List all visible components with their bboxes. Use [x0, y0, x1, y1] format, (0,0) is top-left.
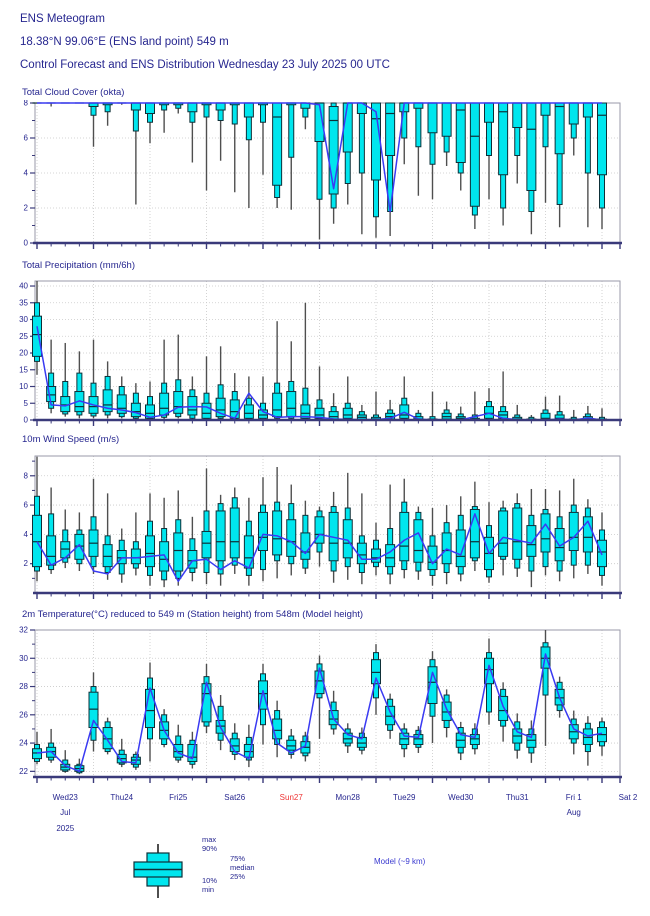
svg-text:6: 6 [24, 134, 29, 143]
svg-text:Sun27: Sun27 [280, 793, 304, 802]
svg-text:Wed23: Wed23 [53, 793, 79, 802]
svg-text:8: 8 [24, 471, 29, 480]
svg-text:Wed30: Wed30 [448, 793, 474, 802]
whiskers [36, 281, 603, 420]
svg-text:0: 0 [24, 239, 29, 248]
svg-text:8: 8 [24, 100, 29, 108]
x-axis-date-strip: Wed23 Thu24 Fri25 Sat26 Sun27 Mon28 Tue29 Wed30… [53, 793, 638, 833]
svg-text:25: 25 [19, 332, 28, 341]
svg-text:Sat 2: Sat 2 [619, 793, 638, 802]
svg-text:28: 28 [19, 682, 28, 691]
svg-text:30: 30 [19, 315, 28, 324]
svg-text:4: 4 [24, 169, 29, 178]
svg-text:26: 26 [19, 710, 28, 719]
svg-text:6: 6 [24, 501, 29, 510]
plot-area: 0 2 4 6 8 [24, 100, 622, 249]
svg-text:Mon28: Mon28 [336, 793, 361, 802]
forecast-line: Control Forecast and ENS Distribution We… [20, 59, 390, 71]
legend-10pct-label: 10% [202, 876, 218, 885]
svg-text:20: 20 [19, 349, 28, 358]
control-forecast-line [36, 326, 603, 421]
temperature-title: 2m Temperature(°C) reduced to 549 m (Sta… [22, 609, 364, 620]
wind-speed-title: 10m Wind Speed (m/s) [22, 434, 120, 445]
svg-text:0: 0 [24, 416, 29, 425]
box-plots [32, 102, 607, 218]
svg-text:Thu31: Thu31 [506, 793, 529, 802]
legend-min-label: min [202, 885, 215, 894]
svg-text:10: 10 [19, 382, 28, 391]
control-forecast-line [36, 513, 603, 583]
temperature-chart: 22 24 26 28 30 32 [19, 626, 622, 783]
svg-text:2: 2 [24, 559, 29, 568]
day-labels: Wed23 Thu24 Fri25 Sat26 Sun27 Mon28 Tue29 Wed30… [53, 793, 638, 802]
svg-text:24: 24 [19, 739, 28, 748]
y-axis: 0 2 4 6 8 [24, 100, 35, 248]
legend-25pct-label: 25% [230, 872, 246, 881]
svg-text:22: 22 [19, 767, 28, 776]
model-resolution-label: Model (~9 km) [374, 857, 426, 866]
svg-text:2025: 2025 [56, 824, 74, 833]
precipitation-title: Total Precipitation (mm/6h) [22, 260, 135, 271]
legend-90pct-label: 90% [202, 844, 218, 853]
svg-text:Tue29: Tue29 [393, 793, 416, 802]
precipitation-chart: 0 5 10 15 20 25 30 35 40 [19, 280, 622, 426]
cloud-cover-title: Total Cloud Cover (okta) [22, 87, 125, 98]
location-line: 18.38°N 99.06°E (ENS land point) 549 m [20, 36, 229, 48]
svg-text:Fri25: Fri25 [169, 793, 188, 802]
svg-text:Sat26: Sat26 [224, 793, 245, 802]
svg-text:35: 35 [19, 298, 28, 307]
plot-area: 22 24 26 28 30 32 [19, 626, 622, 783]
cloud-cover-chart: 0 2 4 6 8 [24, 100, 622, 249]
svg-text:30: 30 [19, 654, 28, 663]
svg-text:2: 2 [24, 204, 29, 213]
svg-text:15: 15 [19, 365, 28, 374]
svg-text:5: 5 [24, 399, 29, 408]
plot-area: 2 4 6 8 [24, 455, 622, 599]
control-forecast-line [37, 102, 602, 213]
control-forecast-line [36, 653, 603, 773]
svg-text:Jul: Jul [60, 808, 70, 817]
svg-text:Thu24: Thu24 [110, 793, 133, 802]
month-labels: Jul 2025 Aug [56, 808, 581, 833]
svg-text:Aug: Aug [567, 808, 581, 817]
page-title: ENS Meteogram [20, 13, 106, 25]
legend-75pct-label: 75% [230, 854, 246, 863]
plot-area: 0 5 10 15 20 25 30 35 40 [19, 280, 622, 426]
svg-text:32: 32 [19, 626, 28, 635]
wind-speed-chart: 2 4 6 8 [24, 455, 622, 599]
svg-text:40: 40 [19, 282, 28, 291]
legend-median-label: median [230, 863, 255, 872]
svg-text:Fri 1: Fri 1 [566, 793, 583, 802]
legend-max-label: max [202, 835, 217, 844]
svg-text:4: 4 [24, 530, 29, 539]
y-axis: 22 24 26 28 30 32 [19, 626, 35, 776]
legend-boxplot-glyph [133, 844, 183, 898]
